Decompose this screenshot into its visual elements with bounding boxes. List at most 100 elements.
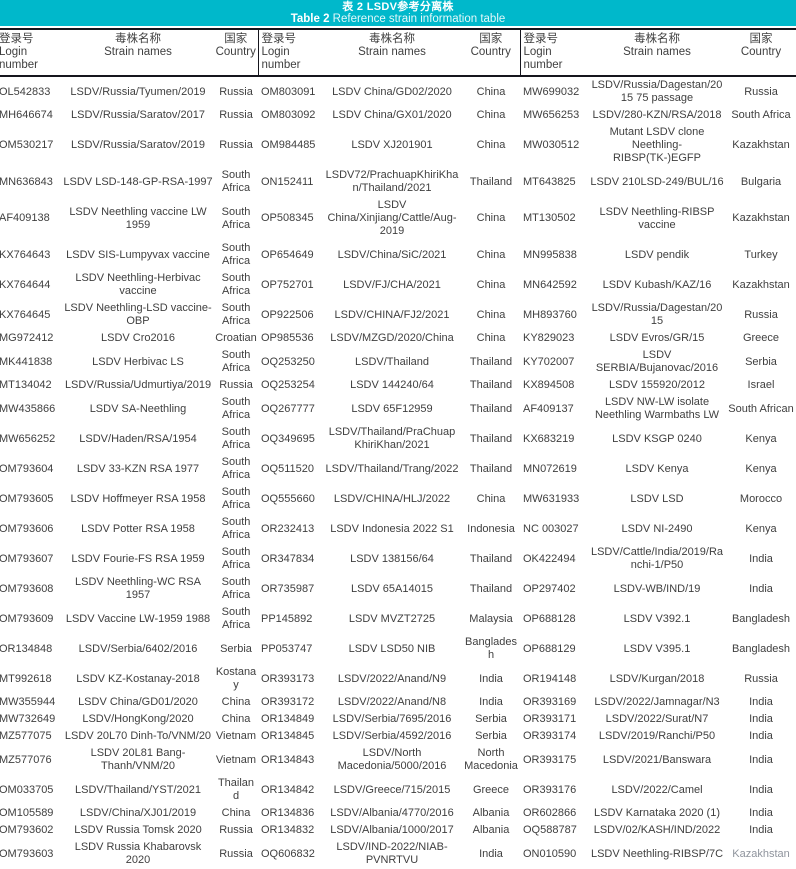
header-login-zh: 登录号: [0, 33, 34, 45]
country-cell: South African: [728, 402, 794, 415]
login-cell: MT130502: [523, 212, 576, 224]
login-cell: AF409138: [0, 212, 50, 224]
country-cell: Albania: [472, 807, 510, 819]
table-row: MW656252 LSDV/Haden/RSA/1954 South Africa O…: [0, 424, 796, 454]
login-cell: MW699032: [523, 85, 580, 98]
login-cell: OR194148: [523, 672, 577, 685]
country-cell: South Africa: [221, 272, 251, 297]
strain-cell: LSDV Neethling-WC RSA 1957: [75, 576, 201, 601]
login-cell: OM793609: [0, 612, 54, 625]
strain-cell: LSDV V395.1: [623, 642, 691, 655]
table-row: MW732649 LSDV/HongKong/2020 China OR134849 L…: [0, 711, 796, 728]
country-cell: Vietnam: [215, 730, 257, 742]
strain-cell: LSDV/Kurgan/2018: [609, 672, 705, 685]
country-cell: Thailand: [469, 432, 513, 445]
strain-cell: LSDV/Thailand/YST/2021: [75, 783, 201, 796]
login-cell: MT992618: [0, 672, 52, 685]
country-cell: Albania: [472, 824, 510, 836]
country-cell: China: [476, 85, 506, 98]
strain-cell: LSDV 33-KZN RSA 1977: [76, 462, 200, 475]
country-cell: China: [476, 278, 506, 291]
login-cell: OP922506: [261, 308, 314, 321]
strain-cell: LSDV China/GX01/2020: [332, 109, 452, 121]
country-cell: Thailand: [469, 379, 513, 391]
login-cell: OP508345: [261, 212, 314, 224]
header-login-en: Login number: [523, 46, 563, 71]
country-cell: Thailand: [469, 175, 513, 188]
login-cell: MW030512: [523, 139, 580, 151]
country-cell: China: [221, 696, 251, 708]
strain-cell: LSDV/FJ/CHA/2021: [343, 278, 441, 291]
country-cell: Thailand: [469, 582, 513, 595]
strain-cell: LSDV V392.1: [623, 612, 691, 625]
country-cell: India: [749, 807, 773, 819]
login-cell: OM033705: [0, 783, 54, 796]
login-cell: MN636843: [0, 175, 53, 188]
strain-cell: LSDV LSD-148-GP-RSA-1997: [63, 175, 213, 188]
login-cell: OM793607: [0, 552, 54, 565]
strain-cell: LSDV China/GD01/2020: [78, 696, 198, 708]
strain-cell: LSDV/2022/Anand/N8: [337, 696, 447, 708]
strain-cell: LSDV SERBIA/Bujanovac/2016: [595, 349, 719, 374]
header-strain-2: 毒株名称 Strain names: [322, 28, 462, 77]
login-cell: MW631933: [523, 492, 580, 505]
country-cell: Malaysia: [469, 612, 513, 625]
strain-cell: LSDV/2021/Banswara: [602, 753, 712, 766]
login-cell: OQ253254: [261, 379, 315, 391]
table-row: KX764645 LSDV Neethling-LSD vaccine-OBP So…: [0, 300, 796, 330]
header-login-zh: 登录号: [261, 33, 297, 45]
title-table-gap: [0, 26, 796, 28]
strain-cell: LSDV KZ-Kostanay-2018: [76, 672, 200, 685]
table-row: AF409138 LSDV Neethling vaccine LW 1959 So…: [0, 197, 796, 240]
country-cell: Thailand: [217, 777, 255, 802]
strain-cell: LSDV Potter RSA 1958: [81, 522, 195, 535]
login-cell: MW656252: [0, 432, 56, 445]
login-cell: PP145892: [261, 612, 313, 625]
table-title-en-text: Reference strain information table: [329, 13, 506, 25]
login-cell: OQ588787: [523, 824, 577, 836]
login-cell: MW656253: [523, 109, 580, 121]
strain-cell: LSDV Fourie-FS RSA 1959: [71, 552, 205, 565]
country-cell: India: [749, 824, 773, 836]
table-row: OM530217 LSDV/Russia/Saratov/2019 Russia OM…: [0, 124, 796, 167]
strain-cell: LSDV/Greece/715/2015: [333, 783, 451, 796]
strain-cell: LSDV 155920/2012: [608, 379, 706, 391]
header-login-2: 登录号 Login number: [257, 28, 322, 77]
table-body: OL542833 LSDV/Russia/Tyumen/2019 Russia OM8…: [0, 76, 796, 869]
login-cell: OR134845: [261, 730, 315, 742]
strain-cell: LSDV/China/SiC/2021: [337, 248, 447, 261]
strain-cell: LSDV/Russia/Udmurtiya/2019: [64, 379, 212, 391]
login-cell: OP654649: [261, 248, 314, 261]
country-cell: Kazakhstan: [732, 139, 790, 151]
table-title-zh: 表 2 LSDV参考分离株: [342, 1, 454, 13]
country-cell: South Africa: [221, 486, 251, 511]
login-cell: OM105589: [0, 807, 54, 819]
table-row: MH646674 LSDV/Russia/Saratov/2017 Russia OM…: [0, 107, 796, 124]
country-cell: Russia: [744, 85, 778, 98]
table-row: MN636843 LSDV LSD-148-GP-RSA-1997 South Af…: [0, 167, 796, 197]
header-country-en: Country: [470, 46, 511, 58]
strain-cell: LSDV Neethling-RIBSP/7C: [590, 847, 724, 860]
login-cell: OR393176: [523, 783, 577, 796]
login-cell: OL542833: [0, 85, 51, 98]
strain-cell: LSDV 65F12959: [351, 402, 433, 415]
country-cell: India: [749, 713, 773, 725]
login-cell: ON010590: [523, 847, 577, 860]
login-cell: AF409137: [523, 402, 574, 415]
strain-cell: LSDV 144240/64: [350, 379, 434, 391]
login-cell: OM793608: [0, 582, 54, 595]
strain-cell: LSDV/IND-2022/NIAB-PVNRTVU: [336, 841, 448, 866]
table-title-bar: 表 2 LSDV参考分离株 Table 2 Reference strain i…: [0, 0, 796, 26]
header-strain-en: Strain names: [104, 46, 172, 58]
strain-cell: LSDV72/PrachuapKhiriKhan/Thailand/2021: [325, 169, 459, 194]
country-cell: Russia: [219, 847, 253, 860]
country-cell: China: [476, 109, 506, 121]
strain-cell: LSDV/Russia/Saratov/2019: [71, 139, 205, 151]
header-strain-en: Strain names: [623, 46, 691, 58]
strain-cell: LSDV SA-Neethling: [89, 402, 187, 415]
strain-cell: LSDV/MZGD/2020/China: [330, 332, 454, 344]
country-cell: Kenya: [745, 432, 777, 445]
login-cell: OR134849: [261, 713, 315, 725]
login-cell: OR393173: [261, 672, 315, 685]
strain-cell: LSDV/Thailand/Trang/2022: [325, 462, 459, 475]
